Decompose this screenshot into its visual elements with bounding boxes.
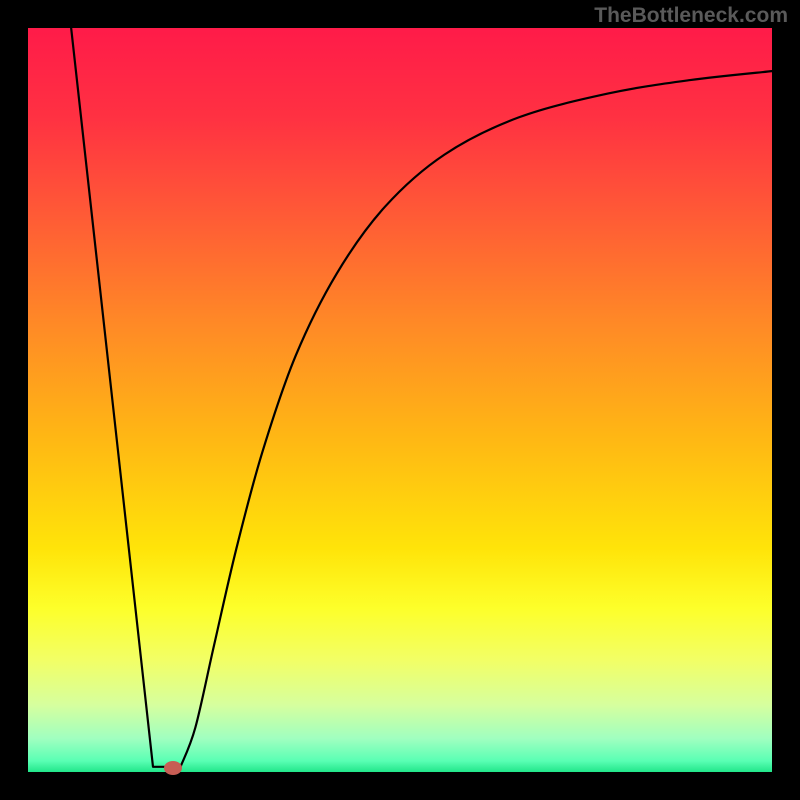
chart-frame: TheBottleneck.com: [0, 0, 800, 800]
optimum-marker: [164, 761, 182, 775]
watermark-text: TheBottleneck.com: [594, 4, 788, 28]
bottleneck-curve: [28, 28, 772, 772]
plot-area: [28, 28, 772, 772]
